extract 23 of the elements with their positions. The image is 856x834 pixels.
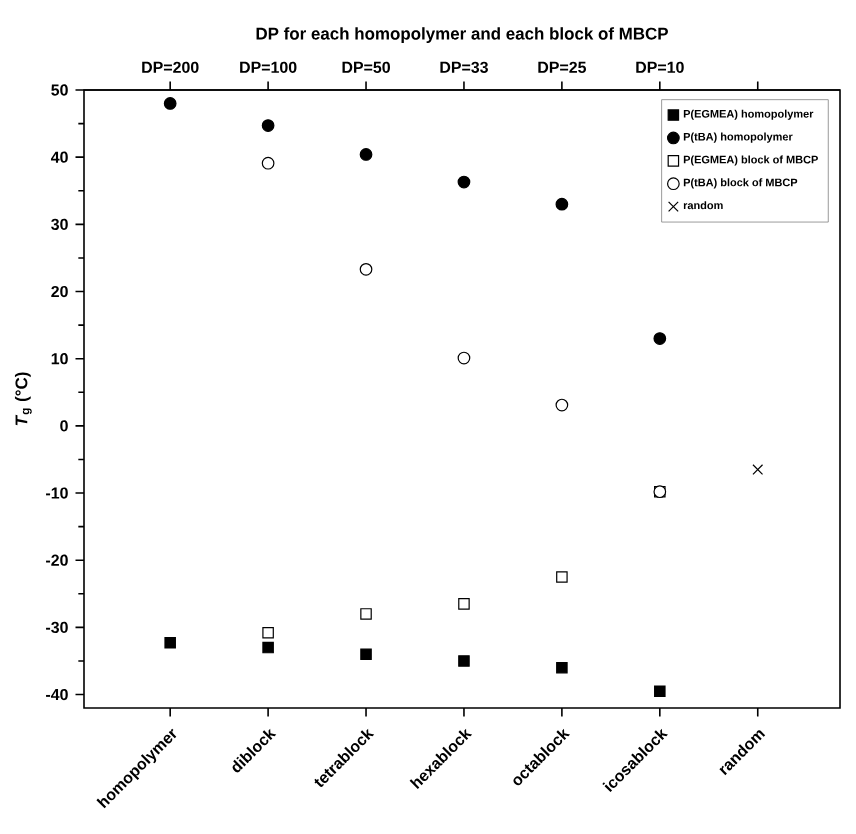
point xyxy=(654,685,666,697)
point xyxy=(261,156,275,170)
point xyxy=(359,148,373,161)
point xyxy=(457,351,471,365)
point xyxy=(360,608,372,620)
point xyxy=(163,97,177,110)
point xyxy=(458,655,470,667)
point xyxy=(262,641,274,654)
point xyxy=(164,637,176,649)
point xyxy=(555,197,569,211)
point xyxy=(653,332,667,345)
point xyxy=(261,119,275,132)
point xyxy=(360,648,372,661)
point xyxy=(556,571,568,583)
point xyxy=(556,661,568,674)
y-axis-title: T$_{g}$ (°C) xyxy=(14,372,32,426)
point xyxy=(555,398,569,412)
point xyxy=(458,598,470,610)
chart-title: DP for each homopolymer and each block of MBCP xyxy=(256,27,668,43)
point xyxy=(752,464,764,475)
point xyxy=(262,626,274,639)
point xyxy=(457,175,471,189)
point xyxy=(359,262,373,276)
